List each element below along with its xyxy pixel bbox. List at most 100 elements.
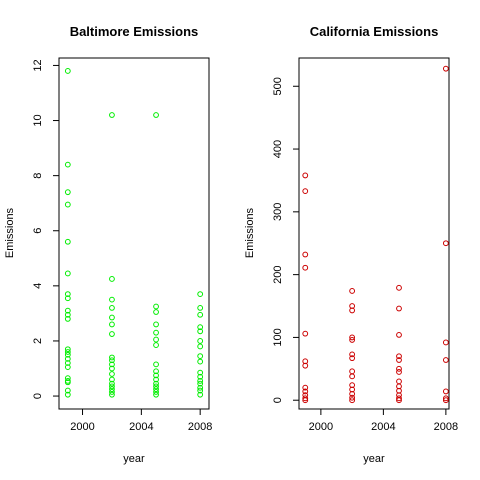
data-point bbox=[197, 353, 204, 360]
data-point bbox=[396, 369, 402, 375]
data-point bbox=[64, 346, 71, 353]
data-point bbox=[109, 389, 115, 395]
data-point bbox=[109, 376, 115, 383]
data-point bbox=[396, 395, 402, 402]
data-point bbox=[109, 383, 115, 390]
data-point bbox=[197, 311, 204, 318]
y-axis-label: Emissions bbox=[4, 207, 16, 258]
data-point bbox=[349, 307, 356, 314]
data-point bbox=[153, 391, 159, 398]
data-point bbox=[197, 373, 204, 380]
data-point bbox=[109, 371, 115, 377]
data-point bbox=[197, 358, 204, 365]
data-point bbox=[64, 295, 71, 302]
data-point bbox=[109, 365, 115, 372]
data-point bbox=[396, 284, 402, 291]
y-tick-label: 0 bbox=[32, 393, 44, 399]
data-point bbox=[442, 397, 449, 404]
y-tick-label: 500 bbox=[272, 77, 284, 95]
data-point bbox=[109, 331, 115, 337]
data-point bbox=[302, 395, 309, 402]
data-point bbox=[153, 336, 159, 343]
x-axis-ticks: 2000 2004 2008 bbox=[309, 409, 458, 433]
y-tick-label: 4 bbox=[32, 283, 44, 289]
data-point bbox=[153, 309, 159, 315]
data-point bbox=[197, 328, 204, 335]
data-point bbox=[396, 353, 402, 360]
data-point bbox=[302, 384, 309, 391]
data-point bbox=[197, 324, 204, 331]
x-axis-label: year bbox=[363, 453, 385, 465]
data-point bbox=[153, 368, 159, 375]
data-point bbox=[64, 311, 71, 318]
chart-title: California Emissions bbox=[310, 24, 439, 39]
data-point bbox=[64, 387, 71, 394]
data-point bbox=[153, 321, 159, 328]
data-point bbox=[64, 349, 71, 355]
data-point bbox=[197, 338, 204, 344]
data-point bbox=[64, 270, 71, 277]
data-point bbox=[64, 364, 71, 371]
data-point bbox=[349, 391, 356, 397]
data-point bbox=[153, 361, 159, 368]
data-point bbox=[197, 377, 204, 384]
x-tick-label: 2004 bbox=[371, 421, 395, 433]
data-point bbox=[153, 342, 159, 348]
data-point bbox=[396, 357, 402, 363]
y-axis-ticks: 0 100 200 300 400 500 bbox=[272, 77, 299, 403]
data-point bbox=[64, 189, 71, 196]
data-point bbox=[64, 316, 71, 322]
data-point bbox=[64, 355, 71, 362]
data-point bbox=[153, 376, 159, 383]
data-point bbox=[109, 321, 115, 328]
y-axis-label: Emissions bbox=[244, 207, 256, 258]
y-tick-label: 200 bbox=[272, 265, 284, 283]
chart-california: California Emissions year Emissions 2000… bbox=[244, 24, 458, 465]
data-point bbox=[197, 343, 204, 350]
data-point bbox=[197, 384, 204, 391]
data-point bbox=[442, 240, 449, 247]
data-point bbox=[109, 112, 115, 118]
data-point bbox=[349, 394, 356, 401]
data-point bbox=[302, 188, 309, 195]
data-point bbox=[442, 357, 449, 363]
data-point bbox=[349, 373, 356, 380]
y-tick-label: 6 bbox=[32, 228, 44, 234]
data-point bbox=[64, 161, 71, 168]
data-point bbox=[109, 276, 115, 282]
data-point bbox=[197, 380, 204, 387]
data-point bbox=[396, 332, 402, 338]
data-points bbox=[302, 65, 449, 404]
chart-title: Baltimore Emissions bbox=[70, 24, 199, 39]
data-point bbox=[109, 357, 115, 364]
data-point bbox=[442, 339, 449, 346]
x-tick-label: 2008 bbox=[188, 421, 212, 433]
y-tick-label: 2 bbox=[32, 338, 44, 344]
data-point bbox=[109, 304, 115, 311]
data-point bbox=[396, 397, 402, 404]
data-point bbox=[442, 65, 449, 72]
data-point bbox=[396, 365, 402, 372]
data-point bbox=[302, 264, 309, 271]
data-points bbox=[64, 68, 204, 398]
x-tick-label: 2004 bbox=[129, 421, 153, 433]
x-axis-ticks: 2000 2004 2008 bbox=[70, 409, 212, 433]
y-tick-label: 10 bbox=[32, 114, 44, 126]
data-point bbox=[302, 388, 309, 395]
data-point bbox=[349, 337, 356, 343]
data-point bbox=[197, 369, 204, 376]
data-point bbox=[349, 397, 356, 404]
data-point bbox=[197, 391, 204, 398]
data-point bbox=[64, 351, 71, 358]
data-point bbox=[64, 291, 71, 298]
data-point bbox=[153, 380, 159, 387]
data-point bbox=[109, 314, 115, 321]
chart-baltimore: Baltimore Emissions year Emissions 2000 2… bbox=[4, 24, 212, 465]
data-point bbox=[64, 307, 71, 314]
y-tick-label: 0 bbox=[272, 397, 284, 403]
x-tick-label: 2000 bbox=[309, 421, 333, 433]
plot-frame bbox=[298, 57, 450, 410]
y-tick-label: 400 bbox=[272, 140, 284, 158]
data-point bbox=[64, 201, 71, 208]
